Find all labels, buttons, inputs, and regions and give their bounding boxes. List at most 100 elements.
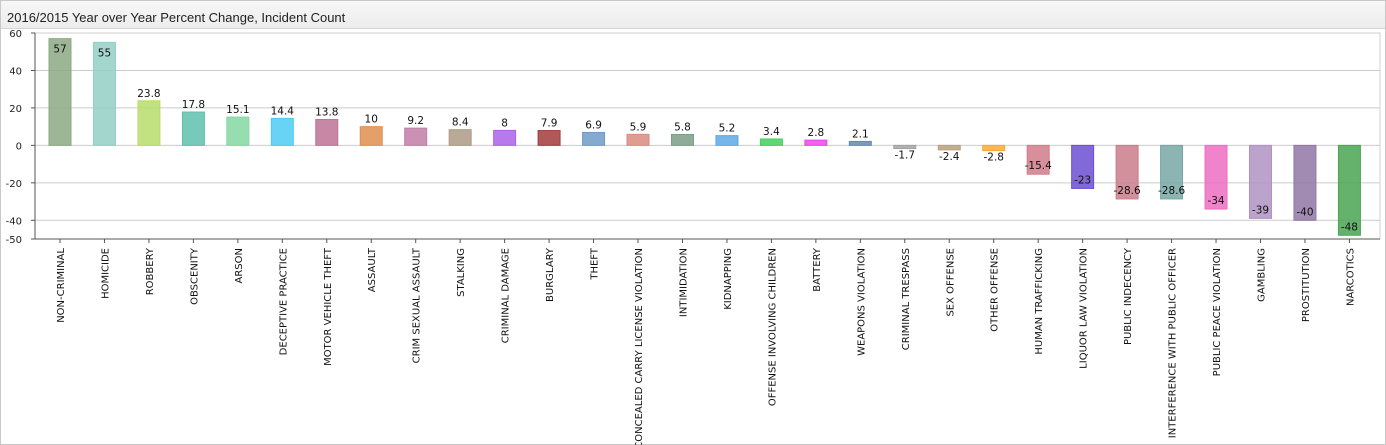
value-label: 2.8 bbox=[808, 127, 825, 139]
x-tick-label: STALKING bbox=[456, 248, 467, 297]
value-label: -34 bbox=[1207, 195, 1224, 207]
y-axis-ticks: 60 40 20 0 -20 -40 -50 bbox=[6, 29, 35, 246]
y-tick-label: -20 bbox=[6, 179, 22, 190]
value-label: -28.6 bbox=[1158, 185, 1185, 197]
value-label: 23.8 bbox=[137, 88, 160, 100]
bar bbox=[1248, 144, 1272, 219]
x-tick-label: OTHER OFFENSE bbox=[990, 248, 1001, 332]
x-tick-label: BURGLARY bbox=[545, 247, 556, 302]
value-label: 15.1 bbox=[226, 104, 249, 116]
grid-lines bbox=[35, 69, 1380, 221]
x-tick-label: HUMAN TRAFFICKING bbox=[1034, 248, 1045, 355]
axes bbox=[34, 32, 1381, 240]
value-label: 6.9 bbox=[585, 119, 602, 131]
bar bbox=[670, 134, 694, 146]
value-label: 8.4 bbox=[452, 117, 469, 129]
bar bbox=[537, 130, 561, 146]
x-tick-label: ARSON bbox=[234, 248, 245, 283]
chart-title: 2016/2015 Year over Year Percent Change,… bbox=[7, 10, 346, 25]
bar bbox=[582, 131, 606, 146]
value-label: 17.8 bbox=[182, 99, 205, 111]
x-tick-label: DECEPTIVE PRACTICE bbox=[278, 248, 289, 355]
value-label: 2.1 bbox=[852, 128, 869, 140]
bar bbox=[1071, 144, 1095, 189]
value-label: 10 bbox=[365, 114, 378, 126]
bar bbox=[1204, 144, 1228, 210]
bar bbox=[1115, 144, 1139, 200]
value-label: 57 bbox=[53, 44, 66, 56]
x-axis-labels: NON-CRIMINAL HOMICIDE ROBBERY OBSCENITY ARSO… bbox=[56, 239, 1356, 445]
x-tick-label: HOMICIDE bbox=[100, 248, 111, 299]
value-label: -2.4 bbox=[939, 151, 960, 163]
bar bbox=[1160, 144, 1184, 200]
value-label: -40 bbox=[1296, 206, 1313, 218]
bar bbox=[226, 116, 250, 146]
x-tick-label: OFFENSE INVOLVING CHILDREN bbox=[767, 248, 778, 406]
value-label: 7.9 bbox=[541, 118, 558, 130]
x-tick-label: PUBLIC PEACE VIOLATION bbox=[1212, 248, 1223, 376]
bars bbox=[48, 38, 1361, 236]
bar bbox=[982, 144, 1006, 152]
bar bbox=[48, 38, 72, 146]
x-tick-label: CONCEALED CARRY LICENSE VIOLATION bbox=[634, 248, 645, 445]
value-label: 8 bbox=[501, 117, 508, 129]
x-tick-label: CRIM SEXUAL ASSAULT bbox=[412, 247, 423, 363]
bar bbox=[315, 119, 339, 146]
value-label: 5.9 bbox=[630, 121, 647, 133]
y-tick-label: 0 bbox=[16, 141, 22, 152]
bar bbox=[1337, 144, 1361, 236]
x-tick-label: NON-CRIMINAL bbox=[56, 248, 67, 323]
widget-title-bar: 2016/2015 Year over Year Percent Change,… bbox=[1, 1, 1385, 29]
bar bbox=[937, 144, 961, 151]
bar bbox=[270, 117, 294, 146]
value-label: -39 bbox=[1252, 204, 1269, 216]
bar bbox=[137, 100, 161, 146]
x-tick-label: GAMBLING bbox=[1256, 248, 1267, 302]
bar bbox=[1293, 144, 1317, 221]
value-label: 13.8 bbox=[315, 107, 338, 119]
y-tick-label: 60 bbox=[9, 29, 22, 40]
bar bbox=[92, 41, 116, 146]
y-tick-label: 40 bbox=[9, 66, 22, 77]
x-tick-label: CRIMINAL DAMAGE bbox=[501, 248, 512, 343]
x-tick-label: PUBLIC INDECENCY bbox=[1123, 247, 1134, 345]
value-label: -2.8 bbox=[983, 152, 1004, 164]
value-label: -15.4 bbox=[1025, 160, 1052, 172]
x-tick-label: ROBBERY bbox=[145, 247, 156, 295]
value-label: 5.8 bbox=[674, 122, 691, 134]
y-tick-label: 20 bbox=[9, 104, 22, 115]
bar bbox=[848, 140, 872, 146]
x-tick-label: NARCOTICS bbox=[1345, 248, 1356, 306]
x-tick-label: OBSCENITY bbox=[189, 247, 200, 305]
x-tick-label: BATTERY bbox=[812, 247, 823, 292]
value-label: 55 bbox=[98, 47, 111, 59]
x-tick-label: LIQUOR LAW VIOLATION bbox=[1079, 248, 1090, 369]
value-label: -48 bbox=[1341, 221, 1358, 233]
value-label: 3.4 bbox=[763, 126, 780, 138]
y-tick-label: -40 bbox=[6, 216, 22, 227]
bar bbox=[448, 129, 472, 146]
x-tick-label: SEX OFFENSE bbox=[945, 248, 956, 317]
bar bbox=[715, 135, 739, 146]
x-tick-label: INTERFERENCE WITH PUBLIC OFFICER bbox=[1168, 248, 1179, 438]
y-tick-label: -50 bbox=[6, 235, 22, 246]
value-label: 5.2 bbox=[719, 123, 736, 135]
bar bbox=[181, 111, 205, 146]
bar bbox=[1026, 144, 1050, 175]
bar bbox=[626, 133, 650, 146]
x-tick-label: INTIMIDATION bbox=[678, 248, 689, 317]
value-label: 9.2 bbox=[407, 115, 424, 127]
bar bbox=[404, 127, 428, 146]
x-tick-label: THEFT bbox=[590, 247, 601, 281]
x-tick-label: CRIMINAL TRESPASS bbox=[901, 248, 912, 350]
bar bbox=[493, 129, 517, 146]
value-label: 14.4 bbox=[271, 105, 295, 117]
x-tick-label: MOTOR VEHICLE THEFT bbox=[323, 247, 334, 366]
bar bbox=[759, 138, 783, 146]
value-label: -1.7 bbox=[895, 150, 916, 162]
bar bbox=[359, 126, 383, 146]
bar bbox=[893, 144, 917, 150]
x-tick-label: ASSAULT bbox=[367, 247, 378, 292]
